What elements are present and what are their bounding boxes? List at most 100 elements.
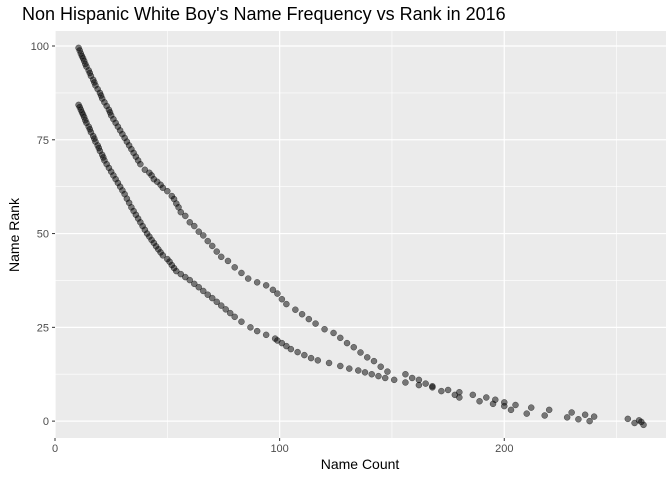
data-point [381, 374, 389, 382]
data-point [238, 318, 245, 325]
data-point [247, 324, 254, 331]
data-point [195, 283, 203, 291]
minor-gridlines [55, 31, 666, 438]
data-point [200, 232, 207, 239]
data-point [253, 327, 261, 335]
data-point [638, 418, 645, 426]
data-point [408, 374, 416, 382]
data-point [231, 264, 238, 271]
data-point [507, 406, 515, 414]
data-point [363, 354, 371, 361]
data-point [444, 386, 452, 394]
data-point [501, 399, 508, 406]
data-point [575, 415, 582, 423]
x-tick-label: 200 [495, 443, 513, 455]
data-point [283, 342, 290, 350]
data-point [476, 397, 483, 405]
data-point [244, 275, 252, 282]
data-point [545, 406, 553, 414]
data-point [224, 257, 232, 265]
data-point [177, 208, 185, 216]
data-point [262, 331, 270, 339]
data-point [390, 376, 398, 384]
data-point [355, 367, 362, 374]
data-point [177, 270, 185, 278]
data-point [173, 267, 180, 275]
data-point [581, 411, 589, 418]
y-tick-label: 100 [31, 41, 49, 53]
y-tick-label: 75 [37, 135, 49, 147]
data-point [292, 306, 299, 313]
data-point [415, 381, 423, 389]
data-point [274, 290, 281, 297]
data-point [208, 294, 216, 302]
data-point [191, 222, 198, 230]
x-axis-label: Name Count [320, 456, 400, 472]
data-point [217, 302, 225, 309]
data-point [262, 282, 270, 289]
data-point [191, 280, 198, 288]
data-point [343, 339, 351, 347]
data-point [377, 363, 384, 370]
x-tick-label: 0 [52, 443, 58, 455]
data-point [226, 309, 234, 317]
data-point [438, 387, 445, 395]
data-point [325, 359, 333, 367]
y-tick-label: 0 [43, 416, 49, 428]
data-point [314, 357, 322, 364]
data-point [298, 310, 306, 318]
data-point [200, 287, 207, 295]
data-point [422, 380, 429, 387]
data-point [208, 242, 216, 250]
data-point [278, 295, 286, 303]
data-point [278, 339, 286, 347]
data-point [253, 279, 261, 286]
data-point [512, 401, 519, 409]
data-point [523, 410, 530, 417]
chart-title: Non Hispanic White Boy's Name Frequency … [22, 4, 506, 24]
y-tick-label: 50 [37, 229, 49, 241]
data-point [195, 228, 203, 235]
data-point [361, 369, 369, 376]
major-gridlines [54, 31, 666, 438]
data-point [287, 345, 295, 353]
data-point [346, 365, 353, 372]
data-point [164, 187, 171, 195]
data-point [368, 370, 375, 378]
data-point [312, 320, 319, 327]
data-point [586, 417, 593, 425]
y-tick-label: 25 [37, 322, 49, 334]
data-point [307, 354, 315, 362]
data-point [469, 391, 477, 399]
data-point [217, 253, 225, 261]
data-point [137, 160, 144, 168]
data-point [370, 357, 378, 365]
data-point [624, 415, 632, 423]
data-point [238, 269, 245, 277]
data-point [204, 237, 211, 245]
data-point [456, 388, 463, 396]
data-point [429, 384, 436, 391]
data-point [305, 315, 313, 323]
data-point [357, 349, 364, 356]
data-point [182, 273, 189, 281]
data-point [141, 166, 149, 174]
data-point [337, 362, 344, 370]
data-point [213, 248, 220, 255]
data-point [231, 313, 238, 321]
data-point [213, 298, 220, 306]
data-point [159, 252, 167, 259]
data-point [527, 404, 535, 411]
data-point [186, 219, 194, 226]
data-point [222, 306, 229, 313]
data-point [330, 329, 337, 337]
data-point [483, 394, 490, 401]
data-point [350, 343, 358, 351]
y-axis-label: Name Rank [6, 198, 22, 272]
data-point [402, 379, 409, 386]
data-point [283, 300, 290, 308]
data-point [182, 212, 189, 220]
data-point [321, 325, 328, 333]
data-point [186, 276, 194, 284]
